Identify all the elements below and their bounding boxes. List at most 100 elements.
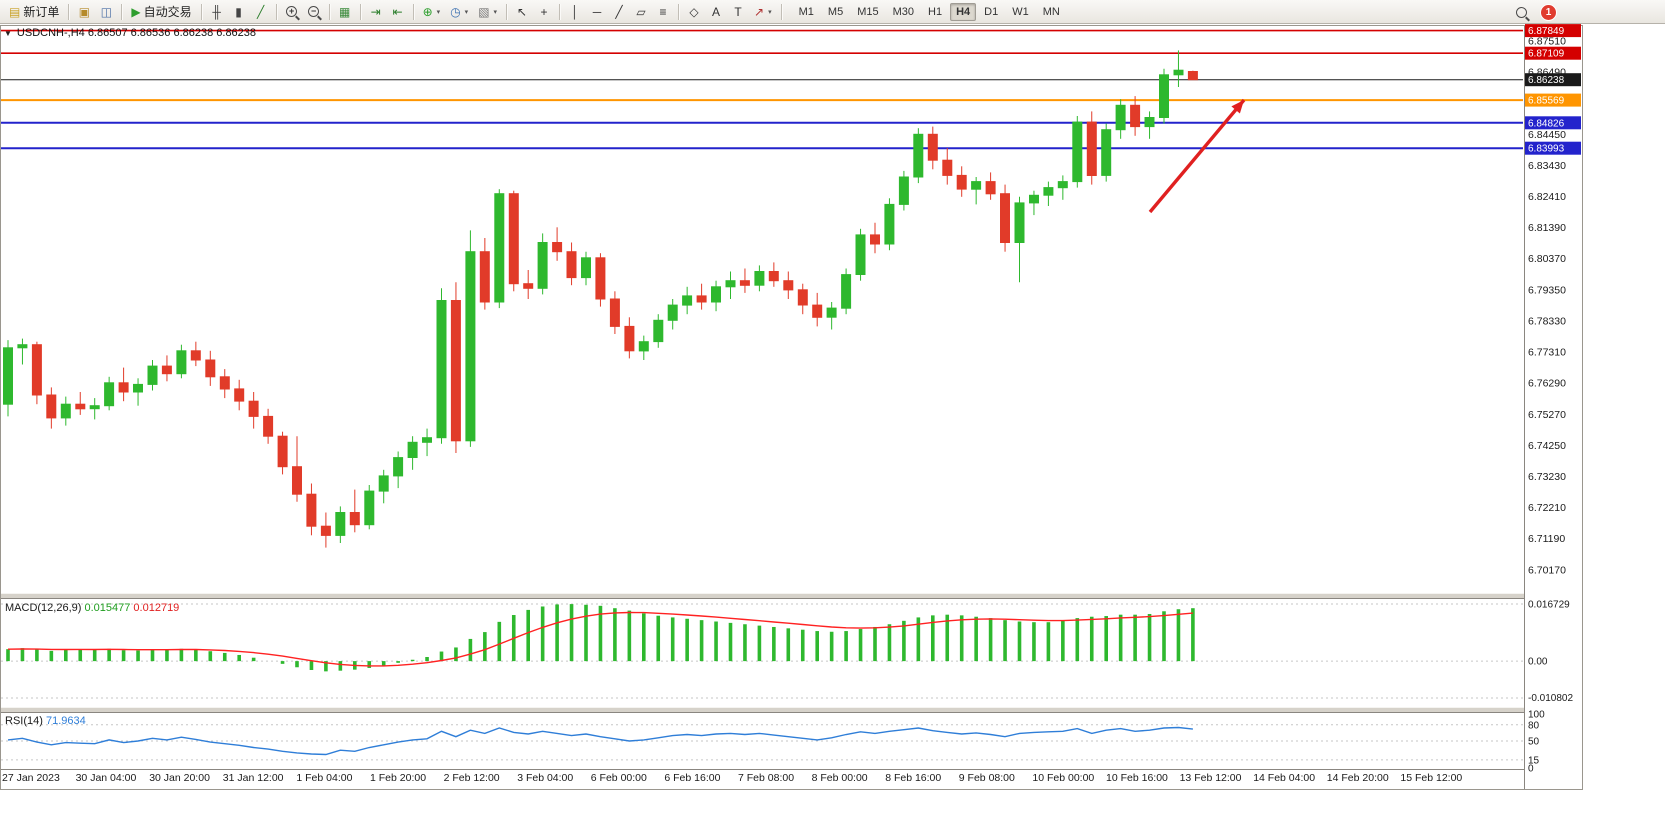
resistance-line-1-badge: 6.87849	[1525, 24, 1581, 38]
timeframe-m5-button[interactable]: M5	[822, 3, 849, 21]
timeframe-h4-button[interactable]: H4	[950, 2, 977, 21]
chart-dropdown-icon[interactable]: ▼	[4, 28, 12, 38]
support-line-2-badge: 6.83993	[1525, 141, 1581, 155]
price-axis-label: 6.83430	[1528, 160, 1566, 172]
fibonacci-button[interactable]: ≡	[653, 2, 673, 22]
chart-shift-icon: ⇤	[392, 4, 403, 19]
macd-scale-label: 0.016729	[1528, 600, 1570, 611]
channel-button[interactable]: ▱	[631, 2, 651, 22]
time-axis-label: 2 Feb 12:00	[444, 772, 500, 784]
clock-icon: ◷	[450, 4, 461, 19]
zoom-in-button[interactable]: +	[282, 2, 302, 22]
time-axis-label: 15 Feb 12:00	[1400, 772, 1462, 784]
trendline-button[interactable]: ╱	[609, 2, 629, 22]
arrows-icon: ↗	[754, 4, 765, 19]
rsi-scale-label: 50	[1528, 737, 1540, 748]
time-axis-label: 8 Feb 16:00	[885, 772, 941, 784]
timeframe-mn-button[interactable]: MN	[1037, 3, 1066, 21]
rsi-scale-label: 100	[1528, 710, 1545, 721]
shapes-icon: ◇	[689, 4, 699, 19]
toolbar-separator	[412, 3, 414, 20]
price-axis-label: 6.74250	[1528, 440, 1566, 452]
timeframe-m15-button[interactable]: M15	[851, 3, 884, 21]
current-price-line-badge: 6.86238	[1525, 73, 1581, 87]
timeframe-m30-button[interactable]: M30	[887, 3, 920, 21]
dropdown-caret-icon: ▾	[436, 8, 441, 16]
price-axis-label: 6.72210	[1528, 502, 1566, 514]
svg-text:6.87849: 6.87849	[1528, 26, 1565, 37]
new-order-button-label: 新订单	[23, 5, 60, 19]
bar-chart-button[interactable]: ╫	[207, 2, 227, 22]
horizontal-line-button[interactable]: ─	[587, 2, 607, 22]
auto-trading-button[interactable]: ▶ 自动交易	[127, 2, 195, 22]
chart-shift-button[interactable]: ⇤	[388, 2, 408, 22]
rsi-scale-label: 15	[1528, 755, 1540, 766]
price-axis-label: 6.70170	[1528, 564, 1566, 576]
timeframe-d1-button[interactable]: D1	[978, 3, 1004, 21]
time-axis-label: 10 Feb 16:00	[1106, 772, 1168, 784]
tile-windows-button[interactable]: ▦	[335, 2, 355, 22]
profiles-button[interactable]: ▣	[74, 2, 94, 22]
zoom-out-button[interactable]: −	[304, 2, 324, 22]
timeframe-h1-button[interactable]: H1	[922, 3, 948, 21]
add-indicator-button[interactable]: ⊕ ▾	[419, 2, 445, 22]
svg-text:6.85569: 6.85569	[1528, 96, 1565, 107]
time-axis-label: 6 Feb 00:00	[591, 772, 647, 784]
zoom-out-icon: −	[308, 6, 320, 17]
text-button[interactable]: A	[706, 2, 726, 22]
new-order-button[interactable]: ▤ 新订单	[5, 2, 63, 22]
timeframe-w1-button[interactable]: W1	[1006, 3, 1035, 21]
vertical-line-button[interactable]: │	[565, 2, 585, 22]
trend-arrow-annotation[interactable]	[1148, 98, 1246, 214]
time-axis-label: 30 Jan 04:00	[76, 772, 137, 784]
toolbar-items: ▤ 新订单 ▣ ◫ ▶ 自动交易 ╫ ▮ ╱ + − ▦ ⇥ ⇤ ⊕ ▾ ◷ ▾ ▧ ▾ ↖ + │ ─ ╱ ▱ ≡ ◇ A T ↗ ▾	[4, 2, 786, 22]
template-icon: ▧	[478, 4, 490, 19]
toolbar-separator	[121, 3, 123, 20]
svg-text:6.86238: 6.86238	[1528, 75, 1565, 86]
price-lines[interactable]	[1, 29, 1523, 150]
data-window-button[interactable]: ◫	[96, 2, 116, 22]
line-chart-button[interactable]: ╱	[251, 2, 271, 22]
pane-divider[interactable]	[1, 593, 1582, 599]
cursor-button[interactable]: ↖	[512, 2, 532, 22]
toolbar-separator	[559, 3, 561, 20]
bar-chart-icon: ╫	[212, 4, 221, 19]
channel-icon: ▱	[636, 4, 646, 19]
price-axis-label: 6.87510	[1528, 35, 1566, 47]
candlestick-chart-button[interactable]: ▮	[229, 2, 249, 22]
dropdown-caret-icon: ▾	[768, 8, 772, 16]
time-axis-label: 7 Feb 08:00	[738, 772, 794, 784]
period-button[interactable]: ◷ ▾	[446, 2, 472, 22]
timeframe-group: M1 M5 M15 M30 H1 H4 D1 W1 MN	[792, 2, 1067, 21]
template-button[interactable]: ▧ ▾	[474, 2, 501, 22]
text-label-icon: T	[734, 4, 742, 19]
cursor-icon: ↖	[517, 4, 528, 19]
price-axis-label: 6.71190	[1528, 533, 1565, 545]
arrows-button[interactable]: ↗ ▾	[750, 2, 776, 22]
crosshair-button[interactable]: +	[534, 2, 554, 22]
trendline-icon: ╱	[615, 4, 623, 19]
search-button[interactable]	[1511, 2, 1531, 22]
svg-text:6.83993: 6.83993	[1528, 144, 1565, 155]
toolbar-right-tools: 1	[1510, 0, 1556, 24]
auto-scroll-button[interactable]: ⇥	[366, 2, 386, 22]
toolbar-separator	[200, 3, 202, 20]
chart-window-border	[0, 25, 1583, 790]
time-axis-label: 8 Feb 00:00	[812, 772, 868, 784]
price-axis-label: 6.84450	[1528, 129, 1566, 141]
line-chart-icon: ╱	[256, 4, 265, 19]
time-axis-label: 13 Feb 12:00	[1180, 772, 1242, 784]
timeframe-m1-button[interactable]: M1	[793, 3, 820, 21]
rsi-scale-label: 80	[1528, 720, 1540, 731]
toolbar-separator	[780, 3, 782, 20]
candlestick-icon: ▮	[235, 4, 242, 19]
tile-windows-icon: ▦	[338, 4, 351, 19]
macd-signal-line	[7, 611, 1193, 667]
shapes-button[interactable]: ◇	[684, 2, 704, 22]
data-window-icon: ◫	[100, 4, 113, 19]
text-label-button[interactable]: T	[728, 2, 748, 22]
pane-divider[interactable]	[1, 707, 1582, 713]
notification-badge[interactable]: 1	[1541, 4, 1556, 20]
